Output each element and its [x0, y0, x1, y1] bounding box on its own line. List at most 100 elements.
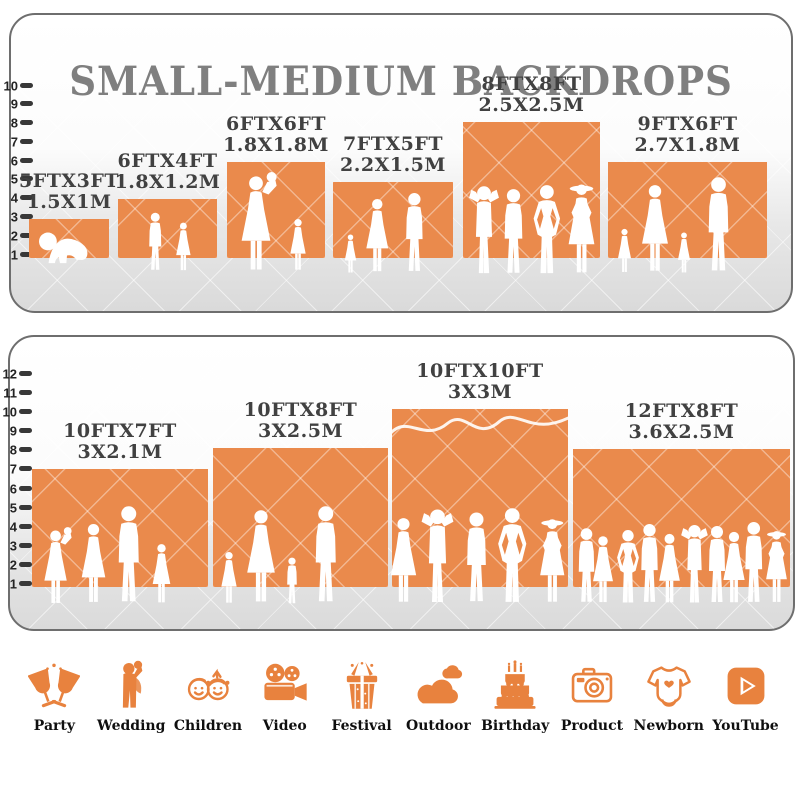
- size-label-m: 2.7X1.8M: [634, 134, 741, 157]
- video-camera-icon: [264, 663, 307, 701]
- children-silhouette: [148, 212, 191, 271]
- ruler-tick: 1: [10, 576, 32, 591]
- backdrop-rect: [32, 469, 208, 603]
- size-item: 12FTX8FT 3.6X2.5M: [573, 399, 790, 603]
- size-label-m: 3X2.5M: [257, 420, 344, 443]
- size-label-m: 1.8X1.2M: [114, 171, 221, 194]
- size-label-m: 2.5X2.5M: [478, 94, 585, 117]
- size-item: 6FTX4FT 1.8X1.2M: [115, 150, 220, 271]
- ruler-number: 8: [9, 442, 17, 457]
- backdrop-rect: [463, 122, 600, 274]
- size-label: 9FTX6FT 2.7X1.8M: [634, 112, 741, 157]
- category-label: Birthday: [481, 718, 550, 734]
- crowd-silhouette: [578, 522, 787, 603]
- size-label-m: 3.6X2.5M: [628, 421, 735, 444]
- ruler-tick: 8: [11, 115, 33, 130]
- size-label-m: 3X2.1M: [77, 441, 163, 464]
- ruler-number: 1: [10, 247, 18, 262]
- ruler-tick: 10: [4, 78, 33, 93]
- size-label: 6FTX6FT 1.8X1.8M: [223, 113, 329, 157]
- category-label: Video: [262, 718, 307, 734]
- ruler-number: 9: [10, 96, 18, 111]
- backdrop-rect: [118, 199, 217, 271]
- ruler-tick: 1: [11, 247, 33, 262]
- size-item: 6FTX6FT 1.8X1.8M: [223, 113, 328, 270]
- small-medium-panel: SMALL-MEDIUM BACKDROPS 10 9 8 7 6 5 4 3 …: [4, 13, 793, 313]
- size-label: 8FTX8FT 2.5X2.5M: [478, 72, 585, 117]
- ruler-number: 8: [10, 115, 18, 130]
- ruler-tick: 6: [10, 481, 32, 496]
- category-festival: Festival: [323, 660, 400, 734]
- size-item: 8FTX8FT 2.5X2.5M: [463, 72, 600, 274]
- category-label: Wedding: [97, 718, 166, 734]
- size-label-m: 2.2X1.5M: [340, 154, 446, 177]
- ruler-number: 7: [10, 134, 18, 149]
- category-party: Party: [16, 660, 93, 734]
- category-label: Party: [33, 718, 75, 734]
- size-label: 12FTX8FT 3.6X2.5M: [624, 399, 739, 444]
- category-label: Product: [560, 718, 624, 734]
- ruler-tick: 3: [11, 209, 33, 224]
- category-birthday: Birthday: [477, 660, 554, 734]
- large-panel: 12 11 10 9 8 7 6 5 4 3 2 1 10FTX7FT 3X2.…: [3, 335, 795, 631]
- ruler-tick: 5: [11, 171, 33, 186]
- size-label-ft: 8FTX8FT: [481, 72, 582, 95]
- wedding-couple-icon: [123, 660, 143, 708]
- category-label: Festival: [331, 718, 392, 734]
- ruler-tick: 12: [3, 366, 32, 381]
- category-label: Newborn: [633, 718, 704, 734]
- category-label: Children: [173, 718, 243, 734]
- size-item: 7FTX5FT 2.2X1.5M: [333, 133, 453, 273]
- ruler-tick: 3: [10, 538, 32, 553]
- size-label-ft: 5FTX3FT: [19, 169, 119, 192]
- ruler-number: 6: [10, 153, 18, 168]
- ruler-number: 9: [9, 423, 17, 438]
- ruler-tick: 5: [10, 500, 32, 515]
- size-label: 10FTX8FT 3X2.5M: [243, 398, 358, 443]
- ruler-number: 3: [10, 209, 18, 224]
- family-silhouette: [344, 193, 423, 273]
- size-label-m: 1.8X1.8M: [223, 134, 329, 157]
- size-label-ft: 6FTX4FT: [117, 149, 218, 172]
- ruler-number: 10: [2, 404, 17, 419]
- party-glasses-icon: [28, 663, 81, 708]
- ruler-number: 4: [9, 519, 17, 534]
- category-label: Outdoor: [406, 718, 471, 734]
- cloud-icon: [417, 665, 463, 704]
- ruler-tick: 4: [10, 519, 32, 534]
- size-item: 5FTX3FT 1.5X1M: [19, 170, 118, 264]
- category-product: Product: [554, 660, 631, 734]
- mother-child-silhouette: [241, 172, 306, 270]
- group-silhouette: [390, 508, 565, 602]
- ruler-tick: 2: [11, 228, 33, 243]
- backdrop-rect: [573, 449, 790, 603]
- backdrop-rect: [29, 219, 109, 264]
- category-children: Children: [170, 660, 247, 734]
- size-label-ft: 9FTX6FT: [637, 112, 738, 135]
- children-faces-icon: [187, 668, 230, 701]
- size-label-m: 3X3M: [447, 381, 513, 404]
- ruler-tick: 4: [11, 190, 33, 205]
- ruler-number: 11: [3, 385, 17, 400]
- backdrop-rect: [333, 182, 453, 273]
- size-label: 7FTX5FT 2.2X1.5M: [340, 133, 446, 177]
- size-label-ft: 12FTX8FT: [624, 399, 739, 422]
- size-item: 9FTX6FT 2.7X1.8M: [608, 112, 767, 273]
- category-newborn: Newborn: [630, 660, 707, 734]
- baby-onesie-icon: [646, 666, 691, 707]
- size-label-ft: 10FTX8FT: [243, 398, 358, 421]
- size-label-m: 1.5X1M: [26, 191, 112, 214]
- ruler-number: 5: [9, 500, 17, 515]
- backdrop-rect: [227, 162, 325, 270]
- group-silhouette: [468, 184, 594, 274]
- page-title: SMALL-MEDIUM BACKDROPS: [69, 57, 733, 105]
- ruler-number: 5: [10, 171, 18, 186]
- ruler-tick: 9: [10, 423, 32, 438]
- backdrop-rect: [608, 162, 767, 273]
- category-outdoor: Outdoor: [400, 660, 477, 734]
- backdrop-rect: [390, 409, 568, 602]
- ruler-number: 7: [9, 461, 17, 476]
- ruler-tick: 6: [11, 153, 33, 168]
- baby-silhouette: [39, 232, 88, 264]
